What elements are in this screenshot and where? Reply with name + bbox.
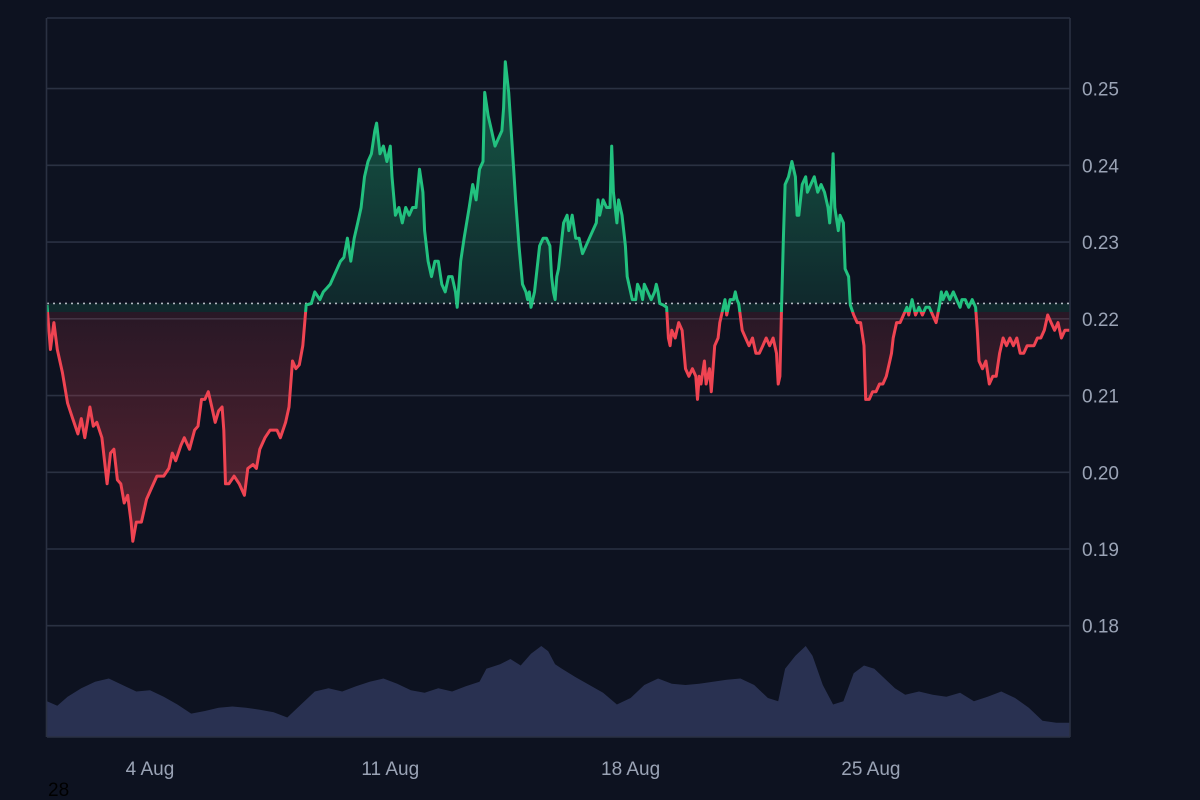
price-line-down — [46, 312, 1070, 543]
y-tick-label: 0.20 — [1082, 463, 1119, 484]
x-axis-labels: 4 Aug 11 Aug 18 Aug 25 Aug — [126, 759, 901, 780]
volume-area — [47, 646, 1070, 737]
plot-frame — [45, 17, 1071, 738]
y-tick-label: 0.25 — [1082, 80, 1119, 101]
y-tick-label: 0.24 — [1082, 156, 1119, 177]
x-tick-label: 25 Aug — [841, 759, 900, 780]
up-area-fill — [47, 61, 1070, 312]
down-area-fill — [47, 312, 1070, 542]
y-tick-label: 0.22 — [1082, 310, 1119, 331]
x-tick-label: 4 Aug — [126, 759, 175, 780]
x-tick-label: 11 Aug — [361, 759, 419, 780]
y-tick-label: 0.18 — [1082, 617, 1119, 638]
y-axis-labels: 0.18 0.19 0.20 0.21 0.22 0.23 0.24 0.25 — [1082, 80, 1119, 638]
price-series — [46, 60, 1070, 543]
x-tick-label: 18 Aug — [601, 759, 660, 780]
y-tick-label: 0.21 — [1082, 387, 1119, 408]
volume-area — [47, 646, 1070, 737]
y-tick-label: 0.19 — [1082, 540, 1119, 561]
corner-label: 28 — [48, 780, 70, 800]
y-tick-label: 0.23 — [1082, 233, 1119, 254]
price-line-up — [46, 60, 978, 312]
